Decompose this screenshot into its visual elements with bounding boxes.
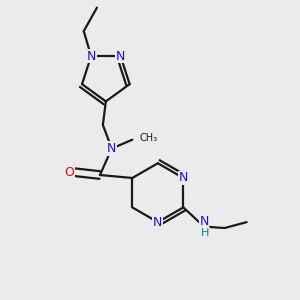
Text: N: N: [153, 216, 163, 229]
Text: N: N: [107, 142, 116, 155]
Text: N: N: [116, 50, 125, 63]
Text: CH₃: CH₃: [140, 133, 158, 143]
Text: N: N: [86, 50, 96, 63]
Text: N: N: [199, 215, 208, 228]
Text: N: N: [178, 172, 188, 184]
Text: H: H: [201, 228, 210, 238]
Text: O: O: [64, 166, 74, 178]
